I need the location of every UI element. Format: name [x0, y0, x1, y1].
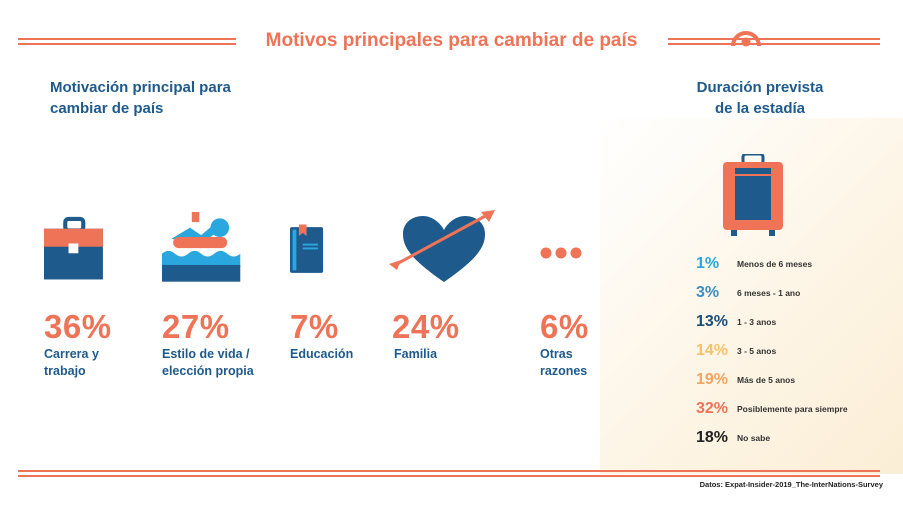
duration-pct: 1%	[696, 255, 720, 272]
duration-pct: 19%	[696, 371, 729, 388]
heart-arrow-icon	[389, 210, 495, 282]
book-icon	[290, 224, 324, 273]
duration-section-title: Duración prevista de la estadía	[640, 77, 880, 119]
motivation-label-family: Familia	[394, 346, 514, 363]
motivation-pct-family: 24%	[392, 308, 460, 345]
label-line1: Familia	[394, 347, 438, 361]
briefcase-icon	[44, 216, 103, 280]
label-line1: Estilo de vida /	[162, 347, 250, 361]
header-rule-right-top	[668, 38, 880, 40]
motivation-item-education: 7% Educación	[290, 212, 400, 361]
label-line2: razones	[540, 364, 588, 378]
duration-label: 3 - 5 anos	[737, 346, 777, 356]
duration-label: Menos de 6 meses	[737, 259, 813, 269]
motivation-pct-other: 6%	[540, 308, 589, 345]
duration-pct: 18%	[696, 429, 729, 446]
more-dots-icon	[540, 247, 582, 259]
motivation-section-title: Motivación principal para cambiar de paí…	[50, 77, 231, 119]
duration-pct: 13%	[696, 313, 729, 330]
header-rule-left-bottom	[18, 43, 236, 45]
header-rule-right-bottom	[668, 43, 880, 45]
duration-pct: 3%	[696, 284, 720, 301]
label-line2: elección propia	[162, 364, 254, 378]
motivation-pct-career: 36%	[44, 308, 112, 345]
duration-title-line2: de la estadía	[714, 100, 806, 117]
motivation-pct-education: 7%	[290, 308, 339, 345]
motivation-item-other: 6% Otras razones	[540, 212, 650, 378]
duration-label: No sabe	[737, 433, 771, 443]
duration-title-line1: Duración prevista	[696, 79, 824, 96]
footer-rule-top	[18, 470, 880, 472]
motivation-item-family: 24% Familia	[388, 210, 498, 361]
label-line2: trabajo	[44, 364, 86, 378]
motivation-label-other: Otras razones	[540, 346, 660, 380]
motivation-item-career: 36% Carrera y trabajo	[44, 212, 154, 378]
source-note: Datos: Expat-Insider-2019_The-InterNatio…	[699, 480, 883, 489]
duration-label: Más de 5 anos	[737, 375, 796, 385]
duration-pct: 32%	[696, 400, 729, 417]
motivation-item-lifestyle: 27% Estilo de vida / elección propia	[162, 209, 272, 378]
label-line1: Otras	[540, 347, 573, 361]
motivation-pct-lifestyle: 27%	[162, 308, 230, 345]
duration-label: 6 meses - 1 ano	[737, 288, 801, 298]
lifestyle-icon	[162, 209, 241, 282]
header-rule-left-top	[18, 38, 236, 40]
label-line1: Educación	[290, 347, 354, 361]
duration-pct: 14%	[696, 342, 729, 359]
motivation-label-education: Educación	[290, 346, 410, 363]
motivation-title-line1: Motivación principal para	[50, 79, 231, 96]
suitcase-icon	[723, 154, 783, 236]
page-title: Motivos principales para cambiar de país	[265, 30, 638, 51]
footer-rule-bottom	[18, 475, 880, 477]
motivation-title-line2: cambiar de país	[50, 100, 164, 117]
motivation-label-career: Carrera y trabajo	[44, 346, 164, 380]
motivation-label-lifestyle: Estilo de vida / elección propia	[162, 346, 282, 380]
duration-label: Posiblemente para siempre	[737, 404, 848, 414]
brand-logo-icon	[731, 31, 761, 47]
duration-label: 1 - 3 anos	[737, 317, 777, 327]
label-line1: Carrera y	[44, 347, 99, 361]
